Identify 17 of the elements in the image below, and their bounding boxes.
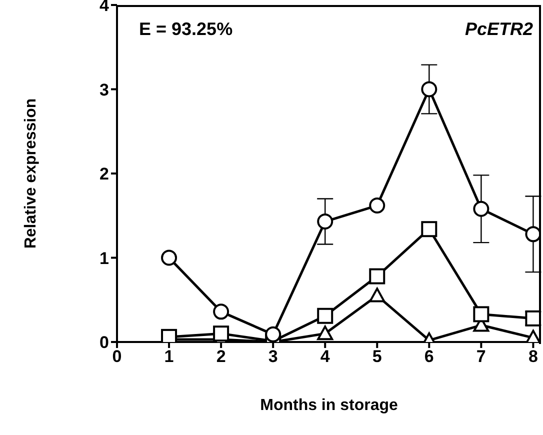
x-tick-label: 3: [268, 347, 278, 366]
x-tick-label: 2: [216, 347, 226, 366]
y-tick-label: 1: [100, 248, 109, 268]
x-tick-label: 8: [528, 347, 538, 366]
y-tick-label: 3: [100, 80, 109, 100]
y-axis-title: Relative expression: [22, 98, 40, 249]
x-axis-title: Months in storage: [260, 397, 398, 414]
x-tick-label: 7: [476, 347, 486, 366]
x-tick-label: 4: [320, 347, 330, 366]
y-tick-label: 0: [100, 333, 109, 352]
x-tick-label: 6: [424, 347, 434, 366]
y-tick-label: 2: [100, 164, 109, 184]
x-tick-label: 1: [164, 347, 174, 366]
x-tick-label: 0: [112, 347, 122, 366]
x-tick-label: 5: [372, 347, 382, 366]
annotation: E = 93.25%: [139, 19, 233, 40]
annotation: PcETR2: [464, 19, 533, 40]
